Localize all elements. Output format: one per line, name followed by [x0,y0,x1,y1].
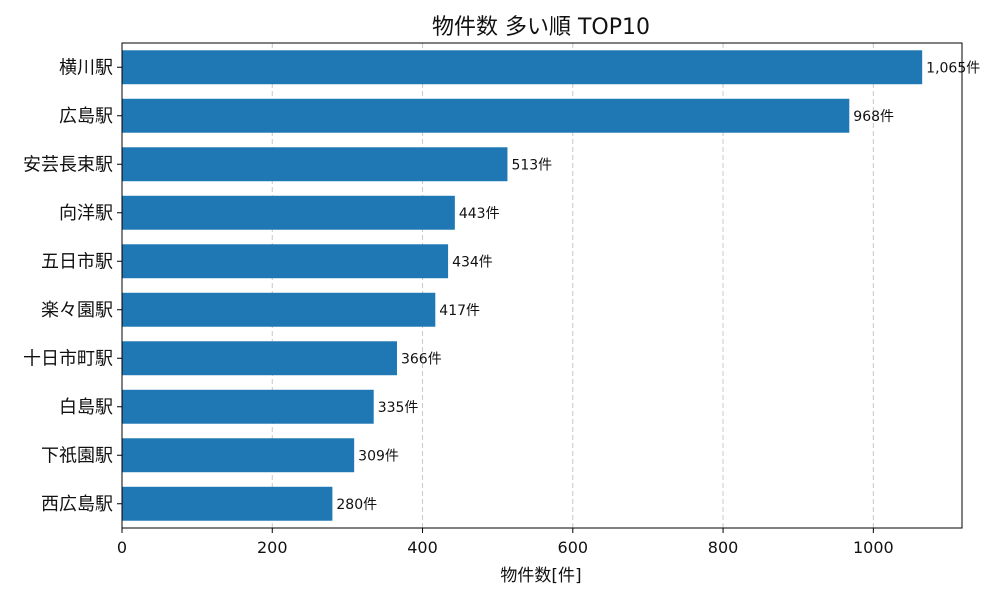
y-category-label: 五日市駅 [41,251,113,272]
x-tick-label: 600 [558,538,589,557]
bar-value-label: 968件 [853,109,894,125]
bar-value-label: 434件 [452,254,493,270]
x-axis-label: 物件数[件] [500,566,581,586]
y-category-label: 向洋駅 [59,203,113,224]
bar [122,50,923,85]
plot-frame [121,42,963,529]
y-category-label: 十日市町駅 [23,348,113,369]
bar [122,195,455,230]
bars [122,50,923,521]
x-tick-label: 800 [708,538,739,557]
x-tick-label: 0 [117,538,127,557]
bar [122,244,449,279]
bar-value-label: 443件 [459,206,500,222]
bar-value-label: 366件 [401,351,442,367]
bar-value-label: 335件 [378,400,419,416]
bar-value-label: 309件 [358,448,399,464]
bar [122,389,374,424]
y-category-label: 楽々園駅 [41,300,113,321]
bar [122,341,397,376]
y-category-label: 安芸長束駅 [23,154,113,175]
bar [122,98,850,133]
y-category-label: 西広島駅 [41,494,113,515]
data-labels: 1,065件 968件 513件 443件 434件 417件 366件 335件 309件 28… [336,60,980,513]
bar-value-label: 1,065件 [926,60,980,76]
y-category-label: 下祇園駅 [41,445,113,466]
bar [122,292,436,327]
x-tick-label: 400 [407,538,438,557]
y-category-label: 広島駅 [59,106,113,127]
bar [122,486,333,521]
x-axis-ticks: 0 200 400 600 800 1000 [117,528,894,557]
bar-value-label: 513件 [511,157,552,173]
x-tick-label: 1000 [853,538,894,557]
x-tick-label: 200 [257,538,288,557]
bar-value-label: 417件 [439,303,480,319]
y-category-label: 横川駅 [59,57,113,78]
bar [122,438,355,473]
chart-title: 物件数 多い順 TOP10 [432,15,650,40]
bar-value-label: 280件 [336,497,377,513]
y-category-label: 白島駅 [59,397,113,418]
bar [122,147,508,182]
